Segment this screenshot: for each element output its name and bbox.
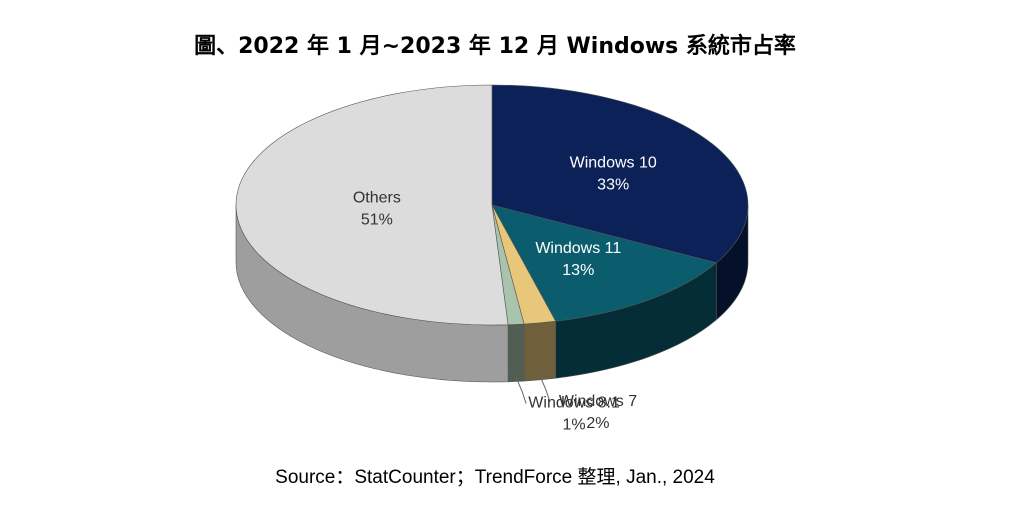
pie-sides	[235, 204, 749, 383]
slice-label-windows-11: Windows 11	[535, 240, 621, 257]
slice-percent-windows-8-1: 1%	[563, 416, 586, 433]
pie-slice-windows-10	[491, 84, 749, 264]
pie-slice-others	[235, 84, 509, 326]
pie-tops	[235, 84, 749, 326]
slice-percent-windows-7: 2%	[586, 415, 609, 432]
chart-title: 圖、2022 年 1 月~2023 年 12 月 Windows 系統市占率	[194, 34, 796, 59]
pie-side-windows-7	[523, 320, 556, 382]
slice-label-others: Others	[353, 190, 401, 207]
chart-source: Source：StatCounter；TrendForce 整理, Jan., …	[275, 467, 715, 488]
slice-label-windows-7: Windows 7	[559, 393, 637, 410]
pie-slice-windows-11	[491, 204, 717, 322]
slice-percent-windows-11: 13%	[562, 262, 594, 279]
leader-line-windows-8-1	[515, 377, 527, 404]
leader-line-windows-7	[539, 375, 551, 403]
pie-side-windows-8-1	[507, 323, 525, 383]
slice-percent-windows-10: 33%	[597, 176, 629, 193]
pie-leaders	[515, 375, 551, 404]
slice-label-windows-8-1: Windows 8.1	[528, 394, 620, 411]
slice-label-windows-10: Windows 10	[570, 154, 657, 171]
slice-percent-others: 51%	[361, 212, 393, 229]
pie-labels: Windows 10 33% Windows 11 13% Windows 7 2% Win…	[353, 154, 657, 433]
